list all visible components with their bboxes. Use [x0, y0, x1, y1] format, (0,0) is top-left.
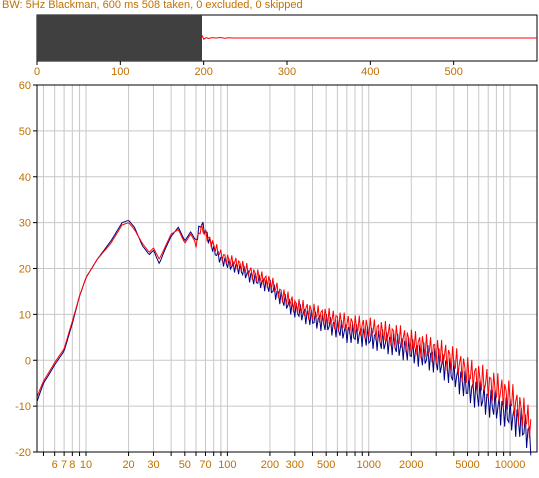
overview-x-tick-label: 100: [111, 66, 129, 78]
x-tick-label: 10: [80, 459, 92, 471]
overview-x-tick-label: 400: [361, 66, 379, 78]
x-tick-label: 5000: [455, 459, 479, 471]
x-tick-label: 300: [286, 459, 304, 471]
x-tick-label: 6: [52, 459, 58, 471]
x-tick-label: 7: [61, 459, 67, 471]
y-tick-label: 40: [19, 172, 31, 184]
y-tick-label: 10: [19, 309, 31, 321]
chart-title: BW: 5Hz Blackman, 600 ms 508 taken, 0 ex…: [2, 0, 303, 11]
spectrum-trace-red: [36, 222, 532, 439]
y-tick-label: 50: [19, 126, 31, 138]
x-tick-label: 1000: [356, 459, 380, 471]
overview-x-tick-label: 500: [444, 66, 462, 78]
waveform-overview-chart: 0 100 200 300 400 500: [34, 14, 538, 78]
x-tick-label: 10000: [495, 459, 526, 471]
y-tick-label: -10: [15, 401, 31, 413]
x-tick-label: 200: [261, 459, 279, 471]
x-tick-label: 100: [218, 459, 236, 471]
y-tick-label: 0: [25, 355, 31, 367]
overview-x-tick-label: 0: [34, 66, 40, 78]
x-tick-label: 2000: [399, 459, 423, 471]
overview-x-tick-label: 300: [278, 66, 296, 78]
analysis-window-block: [37, 15, 202, 61]
y-tick-label: 60: [19, 80, 31, 92]
x-tick-label: 500: [317, 459, 335, 471]
y-tick-label: 20: [19, 264, 31, 276]
y-tick-label: 30: [19, 218, 31, 230]
y-tick-label: -20: [15, 447, 31, 459]
spectrum-plot-border: [36, 84, 538, 453]
spectrum-trace-blue: [36, 220, 532, 456]
x-tick-label: 70: [199, 459, 211, 471]
x-tick-label: 20: [122, 459, 134, 471]
x-tick-label: 30: [147, 459, 159, 471]
overview-x-tick-label: 200: [194, 66, 212, 78]
overview-trace-0: [201, 35, 537, 40]
spectrum-chart: -20 -10 0 10 20 30 40 50 60 6 7 8 10 20 30 50 70 100 200 30…: [15, 80, 538, 471]
x-tick-label: 50: [179, 459, 191, 471]
x-tick-label: 8: [69, 459, 75, 471]
